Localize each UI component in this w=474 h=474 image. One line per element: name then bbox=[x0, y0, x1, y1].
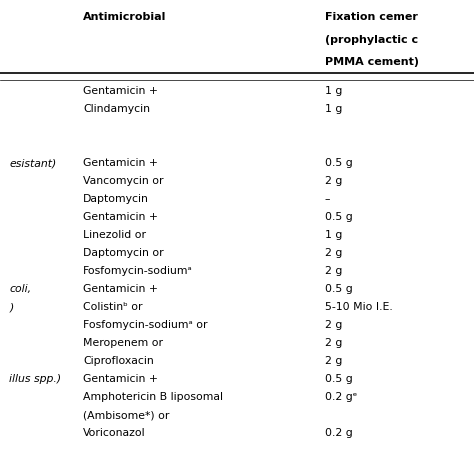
Text: 0.5 g: 0.5 g bbox=[325, 212, 353, 222]
Text: Gentamicin +: Gentamicin + bbox=[83, 212, 158, 222]
Text: Gentamicin +: Gentamicin + bbox=[83, 158, 158, 168]
Text: 2 g: 2 g bbox=[325, 320, 342, 330]
Text: Voriconazol: Voriconazol bbox=[83, 428, 146, 438]
Text: coli,: coli, bbox=[9, 284, 32, 294]
Text: Antimicrobial: Antimicrobial bbox=[83, 12, 166, 22]
Text: 2 g: 2 g bbox=[325, 248, 342, 258]
Text: Fixation cemer: Fixation cemer bbox=[325, 12, 418, 22]
Text: Linezolid or: Linezolid or bbox=[83, 230, 146, 240]
Text: PMMA cement): PMMA cement) bbox=[325, 57, 419, 67]
Text: Vancomycin or: Vancomycin or bbox=[83, 176, 164, 186]
Text: 0.2 g: 0.2 g bbox=[325, 428, 353, 438]
Text: –: – bbox=[325, 194, 330, 204]
Text: 1 g: 1 g bbox=[325, 86, 342, 96]
Text: Daptomycin or: Daptomycin or bbox=[83, 248, 164, 258]
Text: Colistinᵇ or: Colistinᵇ or bbox=[83, 302, 143, 312]
Text: ): ) bbox=[9, 302, 14, 312]
Text: Fosfomycin-sodiumᵃ or: Fosfomycin-sodiumᵃ or bbox=[83, 320, 208, 330]
Text: 5-10 Mio I.E.: 5-10 Mio I.E. bbox=[325, 302, 392, 312]
Text: (Ambisome*) or: (Ambisome*) or bbox=[83, 410, 169, 420]
Text: Gentamicin +: Gentamicin + bbox=[83, 284, 158, 294]
Text: Clindamycin: Clindamycin bbox=[83, 104, 150, 114]
Text: illus spp.): illus spp.) bbox=[9, 374, 62, 384]
Text: 2 g: 2 g bbox=[325, 356, 342, 366]
Text: 2 g: 2 g bbox=[325, 266, 342, 276]
Text: 1 g: 1 g bbox=[325, 230, 342, 240]
Text: 2 g: 2 g bbox=[325, 338, 342, 348]
Text: 1 g: 1 g bbox=[325, 104, 342, 114]
Text: esistant): esistant) bbox=[9, 158, 57, 168]
Text: 0.5 g: 0.5 g bbox=[325, 284, 353, 294]
Text: Amphotericin B liposomal: Amphotericin B liposomal bbox=[83, 392, 223, 402]
Text: 0.2 gᵉ: 0.2 gᵉ bbox=[325, 392, 357, 402]
Text: 0.5 g: 0.5 g bbox=[325, 374, 353, 384]
Text: 2 g: 2 g bbox=[325, 176, 342, 186]
Text: Gentamicin +: Gentamicin + bbox=[83, 374, 158, 384]
Text: Fosfomycin-sodiumᵃ: Fosfomycin-sodiumᵃ bbox=[83, 266, 193, 276]
Text: 0.5 g: 0.5 g bbox=[325, 158, 353, 168]
Text: Daptomycin: Daptomycin bbox=[83, 194, 149, 204]
Text: (prophylactic c: (prophylactic c bbox=[325, 35, 418, 45]
Text: Meropenem or: Meropenem or bbox=[83, 338, 163, 348]
Text: Ciprofloxacin: Ciprofloxacin bbox=[83, 356, 154, 366]
Text: Gentamicin +: Gentamicin + bbox=[83, 86, 158, 96]
